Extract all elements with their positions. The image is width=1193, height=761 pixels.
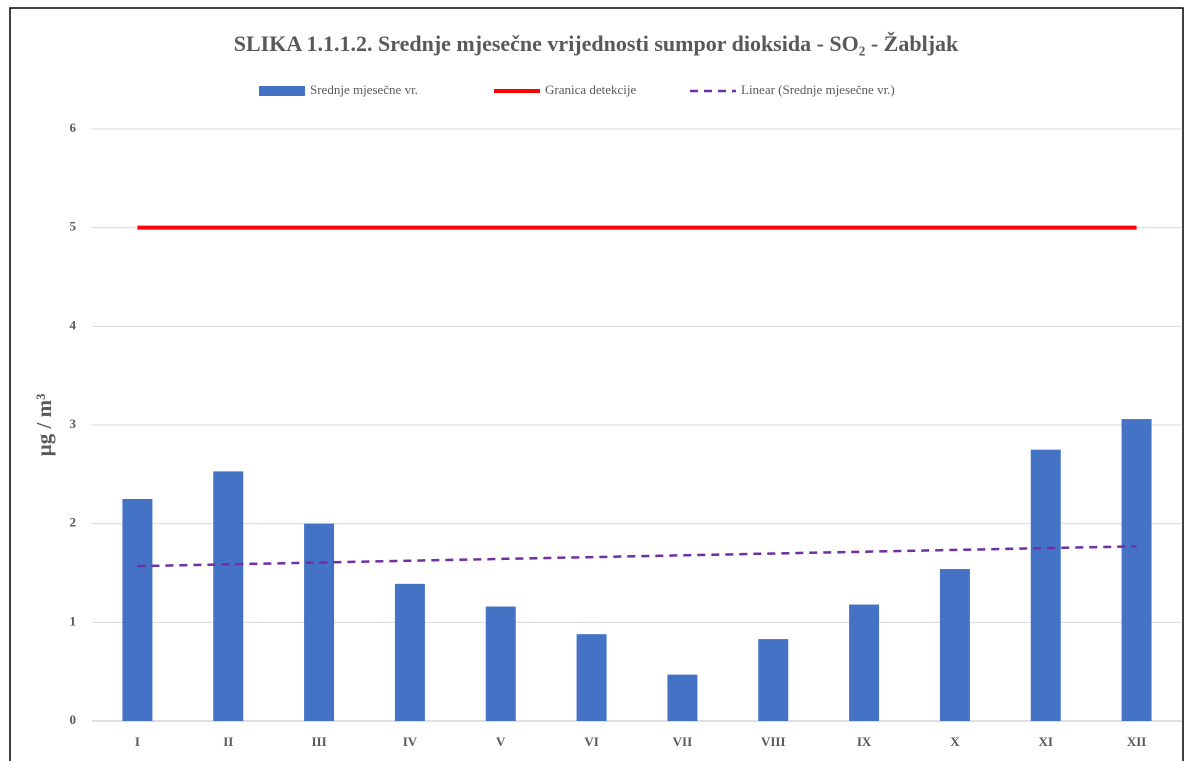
trend-line xyxy=(137,545,1137,568)
bar xyxy=(1121,419,1152,721)
y-tick-label: 0 xyxy=(70,712,77,727)
bar xyxy=(576,634,607,721)
x-tick-label: V xyxy=(496,734,506,749)
bar xyxy=(939,569,970,721)
bar xyxy=(849,604,880,721)
x-tick-label: XII xyxy=(1127,734,1147,749)
bar xyxy=(667,674,698,721)
x-tick-label: I xyxy=(135,734,140,749)
legend-label: Granica detekcije xyxy=(545,82,637,97)
bar xyxy=(485,606,516,721)
chart-title: SLIKA 1.1.1.2. Srednje mjesečne vrijedno… xyxy=(234,31,959,56)
x-tick-label: X xyxy=(950,734,960,749)
legend-label: Linear (Srednje mjesečne vr.) xyxy=(741,82,895,97)
y-tick-label: 2 xyxy=(70,515,77,530)
x-tick-label: VII xyxy=(673,734,693,749)
x-tick-label: XI xyxy=(1039,734,1053,749)
x-tick-label: VIII xyxy=(761,734,786,749)
y-tick-label: 6 xyxy=(70,120,77,135)
x-tick-label: VI xyxy=(584,734,598,749)
bar xyxy=(1030,449,1061,721)
bar xyxy=(394,583,425,721)
y-axis-label: µg / m³ xyxy=(32,394,56,457)
x-tick-label: IX xyxy=(857,734,872,749)
bar xyxy=(122,499,153,721)
bar xyxy=(213,471,244,721)
y-tick-label: 4 xyxy=(70,317,77,332)
x-tick-label: II xyxy=(223,734,233,749)
x-tick-label: IV xyxy=(403,734,418,749)
y-tick-label: 1 xyxy=(70,613,77,628)
bar xyxy=(304,523,335,721)
y-tick-label: 5 xyxy=(70,219,77,234)
legend-swatch xyxy=(259,86,305,96)
x-tick-label: III xyxy=(311,734,326,749)
bar xyxy=(758,639,789,721)
y-tick-label: 3 xyxy=(70,416,77,431)
legend-label: Srednje mjesečne vr. xyxy=(310,82,418,97)
